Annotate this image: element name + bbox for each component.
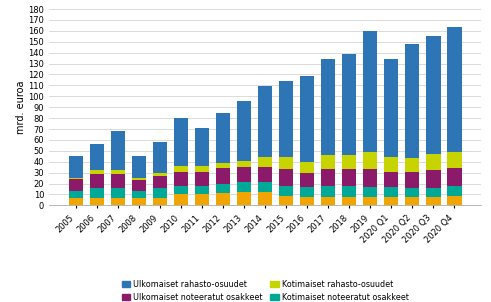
Bar: [216, 113, 230, 163]
Bar: [300, 187, 314, 197]
Bar: [258, 86, 273, 157]
Bar: [90, 188, 104, 198]
Bar: [195, 128, 209, 166]
Bar: [153, 176, 167, 188]
Bar: [132, 191, 146, 198]
Bar: [69, 156, 83, 178]
Bar: [237, 101, 251, 161]
Bar: [447, 27, 462, 152]
Bar: [174, 118, 188, 166]
Bar: [300, 173, 314, 187]
Bar: [363, 169, 378, 187]
Bar: [279, 196, 293, 205]
Bar: [258, 157, 273, 167]
Bar: [321, 169, 335, 186]
Bar: [195, 194, 209, 205]
Bar: [279, 81, 293, 157]
Bar: [90, 144, 104, 170]
Bar: [321, 197, 335, 205]
Bar: [363, 31, 378, 152]
Bar: [216, 163, 230, 168]
Bar: [384, 187, 399, 197]
Bar: [174, 172, 188, 186]
Bar: [447, 186, 462, 196]
Bar: [426, 170, 440, 188]
Bar: [300, 162, 314, 173]
Bar: [69, 179, 83, 191]
Bar: [90, 174, 104, 188]
Bar: [426, 154, 440, 170]
Bar: [342, 54, 356, 155]
Bar: [174, 194, 188, 205]
Bar: [174, 166, 188, 172]
Bar: [426, 36, 440, 154]
Bar: [69, 178, 83, 179]
Bar: [216, 184, 230, 193]
Legend: Ulkomaiset rahasto-osuudet, Ulkomaiset noteeratut osakkeet, Muut osakkeet ja osu: Ulkomaiset rahasto-osuudet, Ulkomaiset n…: [122, 280, 409, 302]
Bar: [405, 44, 419, 159]
Bar: [363, 187, 378, 197]
Bar: [447, 196, 462, 205]
Bar: [384, 59, 399, 157]
Bar: [363, 197, 378, 205]
Bar: [111, 174, 125, 188]
Bar: [111, 188, 125, 198]
Bar: [426, 188, 440, 197]
Bar: [69, 191, 83, 198]
Bar: [174, 186, 188, 194]
Bar: [321, 59, 335, 155]
Bar: [237, 192, 251, 205]
Bar: [237, 167, 251, 182]
Bar: [237, 182, 251, 192]
Bar: [153, 173, 167, 176]
Bar: [90, 198, 104, 205]
Bar: [342, 197, 356, 205]
Y-axis label: mrd. euroa: mrd. euroa: [16, 80, 26, 134]
Bar: [195, 166, 209, 172]
Bar: [384, 157, 399, 172]
Bar: [342, 186, 356, 197]
Bar: [279, 157, 293, 169]
Bar: [258, 167, 273, 182]
Bar: [300, 76, 314, 162]
Bar: [405, 159, 419, 172]
Bar: [153, 188, 167, 198]
Bar: [384, 172, 399, 187]
Bar: [321, 155, 335, 169]
Bar: [447, 152, 462, 168]
Bar: [279, 169, 293, 186]
Bar: [90, 170, 104, 174]
Bar: [195, 172, 209, 186]
Bar: [405, 197, 419, 205]
Bar: [447, 168, 462, 186]
Bar: [426, 197, 440, 205]
Bar: [300, 197, 314, 205]
Bar: [237, 161, 251, 167]
Bar: [132, 156, 146, 178]
Bar: [153, 198, 167, 205]
Bar: [321, 186, 335, 197]
Bar: [111, 198, 125, 205]
Bar: [132, 198, 146, 205]
Bar: [405, 188, 419, 197]
Bar: [111, 170, 125, 174]
Bar: [384, 197, 399, 205]
Bar: [258, 182, 273, 192]
Bar: [132, 178, 146, 180]
Bar: [132, 180, 146, 191]
Bar: [279, 186, 293, 196]
Bar: [258, 192, 273, 205]
Bar: [216, 168, 230, 184]
Bar: [216, 193, 230, 205]
Bar: [153, 142, 167, 173]
Bar: [342, 155, 356, 169]
Bar: [342, 169, 356, 186]
Bar: [111, 131, 125, 170]
Bar: [405, 172, 419, 188]
Bar: [363, 152, 378, 169]
Bar: [195, 186, 209, 194]
Bar: [69, 198, 83, 205]
